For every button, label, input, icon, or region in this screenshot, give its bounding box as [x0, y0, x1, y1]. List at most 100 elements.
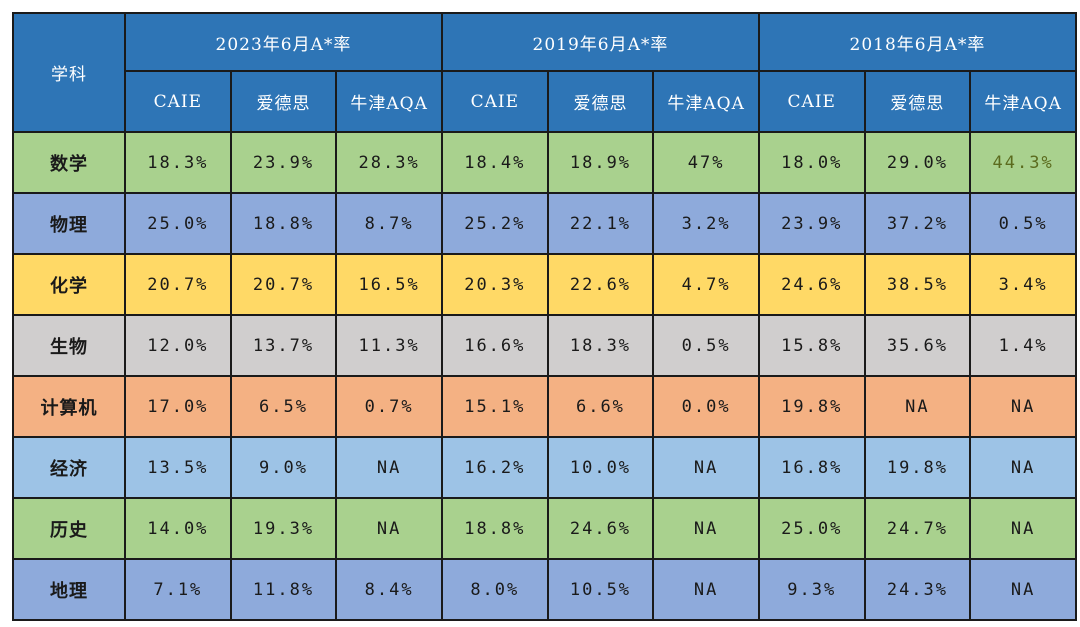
rate-cell: 28.3% [335, 131, 443, 194]
rate-cell: 9.0% [229, 436, 338, 499]
rate-cell: 22.1% [546, 192, 655, 255]
rate-cell: 18.3% [546, 314, 655, 377]
rate-cell: 24.3% [863, 558, 972, 621]
board-header-caie: CAIE [757, 70, 866, 133]
subject-cell: 经济 [12, 436, 126, 499]
rate-cell: 29.0% [863, 131, 972, 194]
subject-cell: 数学 [12, 131, 126, 194]
rate-cell: 0.7% [335, 375, 443, 438]
rate-cell: 0.5% [652, 314, 760, 377]
subject-header: 学科 [12, 12, 126, 133]
rate-cell: 14.0% [124, 497, 232, 560]
rate-cell: NA [969, 436, 1077, 499]
rate-cell: 25.0% [124, 192, 232, 255]
subject-cell: 化学 [12, 253, 126, 316]
rate-cell: NA [335, 497, 443, 560]
group-header-2023: 2023年6月A*率 [124, 12, 443, 72]
astar-rate-table: 学科 2023年6月A*率 2019年6月A*率 2018年6月A*率 CAIE… [12, 12, 1078, 621]
rate-cell: 12.0% [124, 314, 232, 377]
board-header-aqa: 牛津AQA [652, 70, 760, 133]
rate-cell: 24.7% [863, 497, 972, 560]
rate-cell: 19.8% [757, 375, 866, 438]
rate-cell: 11.3% [335, 314, 443, 377]
rate-cell: 9.3% [757, 558, 866, 621]
rate-cell: 7.1% [124, 558, 232, 621]
rate-cell: 6.6% [546, 375, 655, 438]
board-header-caie: CAIE [440, 70, 549, 133]
group-header-2019: 2019年6月A*率 [440, 12, 760, 72]
rate-cell: 19.3% [229, 497, 338, 560]
rate-cell: 23.9% [229, 131, 338, 194]
rate-cell: 0.0% [652, 375, 760, 438]
rate-cell: 24.6% [757, 253, 866, 316]
board-header-aqa: 牛津AQA [335, 70, 443, 133]
group-header-2018: 2018年6月A*率 [757, 12, 1078, 72]
rate-cell: 16.5% [335, 253, 443, 316]
rate-cell: NA [652, 558, 760, 621]
rate-cell: 10.0% [546, 436, 655, 499]
board-header-edexcel: 爱德思 [863, 70, 972, 133]
rate-cell: NA [969, 497, 1077, 560]
rate-cell: 6.5% [229, 375, 338, 438]
rate-cell: 8.4% [335, 558, 443, 621]
rate-cell: 18.3% [124, 131, 232, 194]
table-body: 数学 18.3% 23.9% 28.3% 18.4% 18.9% 47% 18.0% 29.0%… [12, 131, 1077, 621]
rate-cell: 16.2% [440, 436, 549, 499]
board-header-aqa: 牛津AQA [969, 70, 1077, 133]
rate-cell: 11.8% [229, 558, 338, 621]
rate-cell: 17.0% [124, 375, 232, 438]
table-row: 计算机 17.0% 6.5% 0.7% 15.1% 6.6% 0.0% 19.8% NA NA [12, 375, 1077, 438]
rate-cell: 47% [652, 131, 760, 194]
rate-cell: 18.8% [440, 497, 549, 560]
subject-cell: 生物 [12, 314, 126, 377]
rate-cell: 35.6% [863, 314, 972, 377]
rate-cell: 3.2% [652, 192, 760, 255]
rate-cell: 4.7% [652, 253, 760, 316]
rate-cell: 18.4% [440, 131, 549, 194]
rate-cell: 8.0% [440, 558, 549, 621]
table-row: 数学 18.3% 23.9% 28.3% 18.4% 18.9% 47% 18.0% 29.0%… [12, 131, 1077, 194]
rate-cell: 15.1% [440, 375, 549, 438]
subject-cell: 物理 [12, 192, 126, 255]
table-row: 生物 12.0% 13.7% 11.3% 16.6% 18.3% 0.5% 15.8% 35.6… [12, 314, 1077, 377]
rate-cell: 23.9% [757, 192, 866, 255]
rate-cell: 0.5% [969, 192, 1077, 255]
subject-cell: 历史 [12, 497, 126, 560]
rate-cell: 16.8% [757, 436, 866, 499]
rate-cell: 18.0% [757, 131, 866, 194]
rate-cell: 1.4% [969, 314, 1077, 377]
rate-cell: 15.8% [757, 314, 866, 377]
subject-cell: 地理 [12, 558, 126, 621]
board-header-edexcel: 爱德思 [229, 70, 338, 133]
rate-cell: 13.5% [124, 436, 232, 499]
rate-cell: NA [335, 436, 443, 499]
rate-cell: 18.8% [229, 192, 338, 255]
rate-cell: 25.0% [757, 497, 866, 560]
table-row: 物理 25.0% 18.8% 8.7% 25.2% 22.1% 3.2% 23.9% 37.2%… [12, 192, 1077, 255]
rate-cell: 3.4% [969, 253, 1077, 316]
group-header-row: 学科 2023年6月A*率 2019年6月A*率 2018年6月A*率 [12, 12, 1078, 133]
rate-cell: 13.7% [229, 314, 338, 377]
table-row: 经济 13.5% 9.0% NA 16.2% 10.0% NA 16.8% 19.8% NA [12, 436, 1077, 499]
rate-cell: 38.5% [863, 253, 972, 316]
rate-cell: 10.5% [546, 558, 655, 621]
rate-cell: NA [652, 436, 760, 499]
table-row: 历史 14.0% 19.3% NA 18.8% 24.6% NA 25.0% 24.7% NA [12, 497, 1077, 560]
rate-cell: 19.8% [863, 436, 972, 499]
board-header-edexcel: 爱德思 [546, 70, 655, 133]
rate-cell: 25.2% [440, 192, 549, 255]
rate-cell: 20.7% [229, 253, 338, 316]
rate-cell: 24.6% [546, 497, 655, 560]
board-header-caie: CAIE [124, 70, 232, 133]
rate-cell: 37.2% [863, 192, 972, 255]
rate-cell: 22.6% [546, 253, 655, 316]
rate-cell: 20.7% [124, 253, 232, 316]
rate-cell: 20.3% [440, 253, 549, 316]
rate-cell: NA [969, 558, 1077, 621]
table-row: 地理 7.1% 11.8% 8.4% 8.0% 10.5% NA 9.3% 24.3% NA [12, 558, 1077, 621]
subject-cell: 计算机 [12, 375, 126, 438]
table-row: 化学 20.7% 20.7% 16.5% 20.3% 22.6% 4.7% 24.6% 38.5… [12, 253, 1077, 316]
rate-cell: 16.6% [440, 314, 549, 377]
rate-cell: 8.7% [335, 192, 443, 255]
rate-cell: 44.3% [969, 131, 1077, 194]
